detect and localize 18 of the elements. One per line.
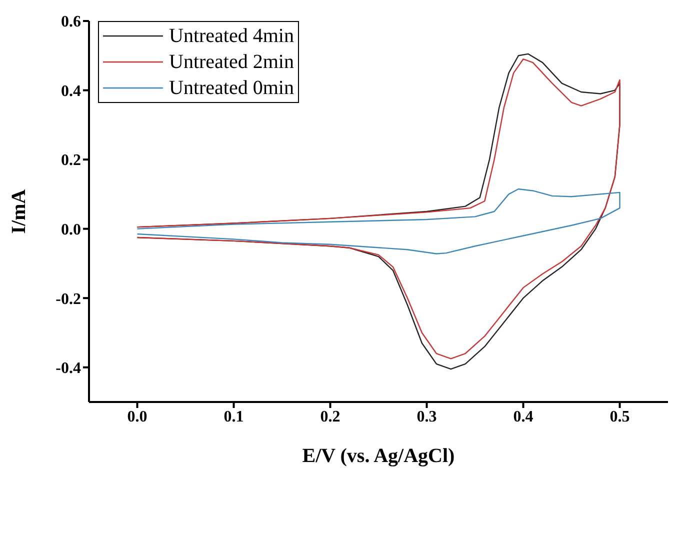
x-tick-label: 0.5	[610, 408, 630, 426]
y-tick-label: 0.6	[61, 14, 81, 31]
y-axis-title: I/mA	[8, 188, 30, 234]
x-tick-label: 0.4	[513, 408, 534, 426]
y-tick-label: 0.2	[61, 152, 81, 170]
x-tick-label: 0.3	[416, 408, 437, 426]
legend-label: Untreated 0min	[169, 76, 294, 101]
x-tick-label: 0.0	[127, 408, 148, 426]
y-tick-label: -0.4	[56, 360, 81, 378]
x-tick-label: 0.1	[224, 408, 244, 426]
y-tick-label: -0.2	[56, 290, 81, 308]
y-tick-label: 0.0	[61, 222, 81, 238]
line-series	[136, 188, 620, 254]
legend-label: Untreated 2min	[169, 50, 294, 75]
legend-label: Untreated 4min	[169, 24, 294, 49]
x-tick-label: 0.2	[320, 408, 340, 426]
y-tick-label: 0.4	[61, 82, 81, 100]
x-axis-title: E/V (vs. Ag/AgCl)	[302, 445, 455, 467]
